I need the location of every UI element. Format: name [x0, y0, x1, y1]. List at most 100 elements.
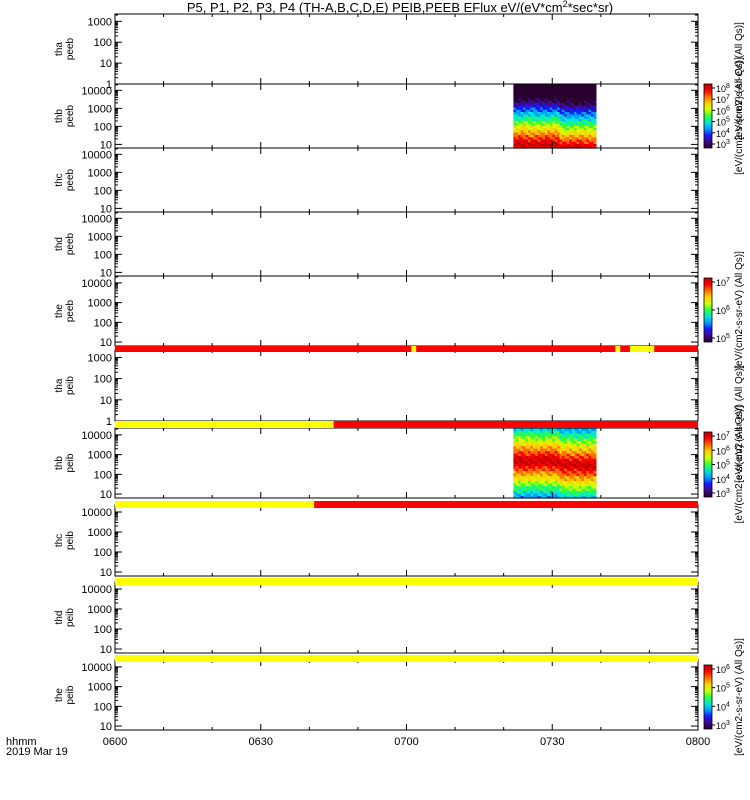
spectrogram-cell: [579, 88, 582, 92]
spectrogram-cell: [559, 495, 563, 499]
spectrogram-cell: [591, 138, 595, 142]
spectrogram-cell: [576, 93, 580, 96]
x-tick-label: 0600: [103, 736, 127, 748]
spectrogram-cell: [562, 455, 565, 459]
spectrogram-cell: [549, 495, 553, 499]
spectrogram-cell: [547, 488, 551, 492]
spectrogram-cell: [576, 132, 580, 135]
colorbar-tick-label: 107: [716, 431, 730, 442]
spectrogram-cell: [525, 136, 529, 140]
y-tick-label: 100: [94, 374, 112, 386]
spectrogram-cell: [547, 465, 551, 469]
spectrogram-cell: [518, 465, 522, 469]
spectrogram-cell: [581, 113, 585, 117]
spectrogram-cell: [557, 84, 561, 87]
spectrogram-cell: [547, 475, 551, 479]
spectrogram-cell: [540, 473, 544, 477]
spectrogram-cell: [540, 428, 544, 432]
spectrogram-cell: [554, 475, 558, 479]
spectrogram-cell: [552, 84, 556, 87]
spectrogram-cell: [566, 109, 570, 112]
spectrogram-cell: [557, 443, 561, 447]
spectrogram-cell: [593, 125, 597, 128]
spectrogram-cell: [591, 134, 595, 138]
spectrogram-cell: [542, 495, 546, 499]
y-tick-label: 1000: [88, 604, 112, 616]
colorbar-tick-label: 105: [716, 333, 730, 344]
spectrogram-cell: [518, 435, 522, 439]
spectrogram-cell: [571, 127, 575, 131]
spectrogram-cell: [545, 145, 548, 149]
spectrogram-cell: [532, 460, 536, 464]
spectrogram-cell: [542, 93, 546, 96]
spectrogram-cell: [571, 453, 575, 457]
spectrogram-cell: [528, 450, 531, 454]
spectrogram-cell: [593, 458, 597, 462]
spectrogram-cell: [554, 495, 558, 499]
spectrogram-cell: [518, 138, 522, 142]
spectrogram-cell: [523, 129, 527, 133]
spectrogram-cell: [581, 138, 585, 142]
spectrogram-cell: [542, 483, 546, 487]
spectrogram-cell: [532, 470, 536, 474]
spectrogram-cell: [588, 127, 592, 131]
spectrogram-cell: [547, 483, 551, 487]
spectrogram-cell: [557, 141, 561, 144]
spectrogram-cell: [591, 120, 595, 124]
spectrogram-cell: [554, 493, 558, 497]
spectrogram-cell: [588, 478, 592, 482]
spectrogram-cell: [549, 438, 553, 442]
spectrogram-cell: [528, 483, 531, 487]
spectrogram-cell: [525, 84, 529, 87]
spectrogram-cell: [586, 106, 590, 110]
spectrogram-cell: [559, 468, 563, 472]
y-tick-label: 10000: [81, 278, 112, 290]
colorbar-tick-label: 105: [716, 117, 730, 128]
y-tick-label: 1: [106, 416, 112, 428]
spectrogram-cell: [562, 445, 565, 449]
spectrogram-cell: [515, 458, 519, 462]
mode-bar-segment: [115, 501, 315, 508]
spectrogram-cell: [525, 138, 529, 142]
spectrogram-cell: [520, 93, 524, 96]
spectrogram-cell: [542, 86, 546, 90]
spectrogram-cell: [530, 468, 534, 472]
spectrogram-cell: [591, 430, 595, 434]
spectrogram-cell: [562, 430, 565, 434]
spectrogram-cell: [571, 440, 575, 444]
spectrogram-cell: [535, 480, 539, 484]
mode-bar: [115, 655, 698, 662]
spectrogram-cell: [545, 465, 548, 469]
spectrogram-cell: [559, 470, 563, 474]
spectrogram-cell: [513, 145, 517, 149]
spectrogram-cell: [574, 136, 578, 140]
spectrogram-cell: [591, 468, 595, 472]
spectrogram-cell: [571, 430, 575, 434]
spectrogram-cell: [542, 465, 546, 469]
spectrogram-cell: [564, 97, 568, 101]
spectrogram-cell: [552, 445, 556, 449]
spectrogram-cell: [513, 120, 517, 124]
spectrogram-cell: [515, 120, 519, 124]
spectrogram-cell: [579, 93, 582, 96]
spectrogram-cell: [559, 438, 563, 442]
spectrogram-cell: [593, 448, 597, 452]
spectrogram-cell: [515, 97, 519, 101]
spectrogram-cell: [525, 86, 529, 90]
spectrogram-cell: [528, 88, 531, 92]
spectrogram-cell: [542, 102, 546, 106]
spectrogram-cell: [574, 455, 578, 459]
spectrogram-cell: [583, 136, 587, 140]
spectrogram-cell: [525, 127, 529, 131]
spectrogram-cell: [535, 95, 539, 99]
spectrogram-cell: [549, 129, 553, 133]
spectrogram-cell: [535, 90, 539, 94]
spectrogram-cell: [586, 111, 590, 115]
spectrogram-cell: [547, 495, 551, 499]
spectrogram-cell: [528, 440, 531, 444]
spectrogram-cell: [513, 138, 517, 142]
spectrogram-cell: [559, 129, 563, 133]
spectrogram-cell: [525, 120, 529, 124]
panel-label: peeb: [65, 299, 76, 322]
